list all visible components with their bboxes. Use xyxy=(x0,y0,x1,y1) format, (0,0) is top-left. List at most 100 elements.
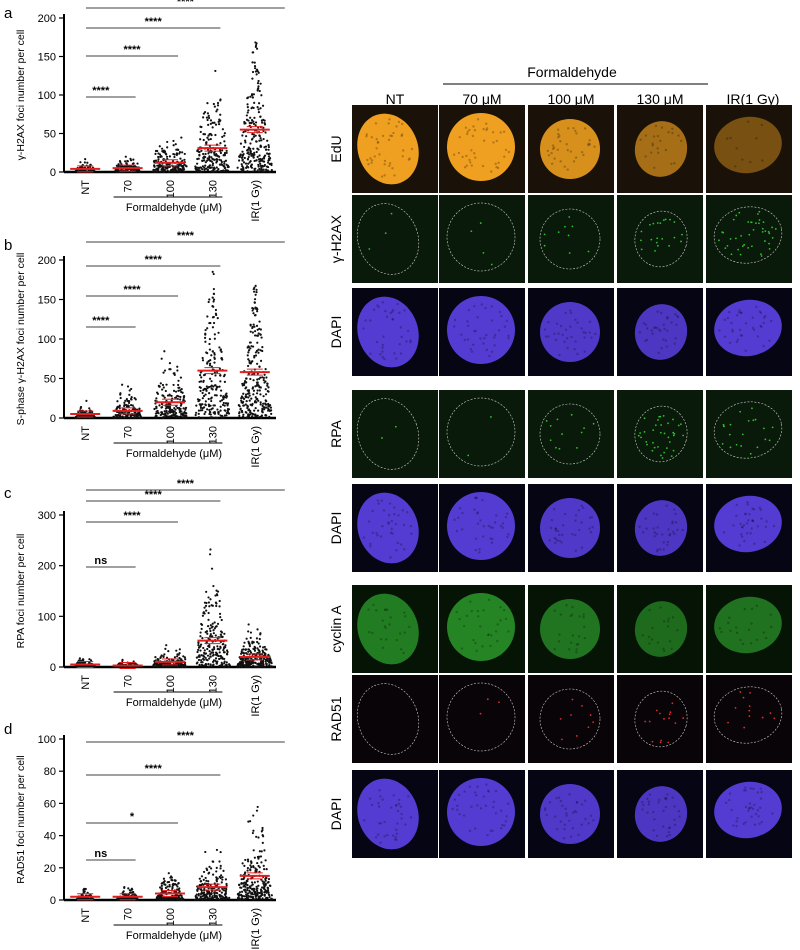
texture-speck xyxy=(659,329,662,333)
texture-speck xyxy=(474,537,478,540)
data-point xyxy=(202,379,205,382)
focus xyxy=(667,436,670,439)
data-point xyxy=(250,93,254,96)
texture-speck xyxy=(453,518,456,522)
texture-speck xyxy=(556,529,560,533)
data-point xyxy=(267,409,270,412)
significance-label: **** xyxy=(123,510,141,522)
data-point xyxy=(215,161,218,164)
data-point xyxy=(208,644,211,647)
data-point xyxy=(219,394,222,397)
focus xyxy=(663,717,665,720)
data-point xyxy=(165,644,168,647)
data-point xyxy=(170,399,173,402)
data-point xyxy=(208,348,212,351)
x-tick-label: 130 xyxy=(207,426,219,444)
data-point xyxy=(205,351,208,354)
texture-speck xyxy=(737,311,741,314)
data-point xyxy=(173,890,176,893)
texture-speck xyxy=(574,129,577,133)
data-point xyxy=(246,346,249,349)
data-point xyxy=(157,152,160,155)
texture-speck xyxy=(762,631,766,634)
data-point xyxy=(184,408,187,411)
data-point xyxy=(246,886,250,890)
texture-speck xyxy=(486,833,489,837)
data-point xyxy=(181,665,184,668)
nucleus-outline xyxy=(634,690,688,748)
data-point xyxy=(262,160,265,163)
data-point xyxy=(203,387,206,390)
data-point xyxy=(93,665,96,669)
data-point xyxy=(241,401,244,404)
data-point xyxy=(209,385,212,388)
data-point xyxy=(250,866,253,869)
texture-speck xyxy=(362,819,366,822)
texture-speck xyxy=(369,542,372,546)
data-point xyxy=(211,121,215,124)
data-point xyxy=(246,364,250,368)
data-point xyxy=(156,149,159,153)
texture-speck xyxy=(404,823,407,826)
data-point xyxy=(243,889,246,892)
texture-speck xyxy=(507,337,510,340)
data-point xyxy=(266,660,270,663)
data-point xyxy=(245,880,248,883)
data-point xyxy=(216,408,219,411)
texture-speck xyxy=(468,128,471,132)
texture-speck xyxy=(465,154,468,158)
texture-speck xyxy=(395,638,399,642)
data-point xyxy=(216,897,219,900)
texture-speck xyxy=(496,623,499,626)
data-point xyxy=(207,601,211,604)
data-point xyxy=(251,402,254,406)
data-point xyxy=(254,334,257,337)
data-point xyxy=(220,159,223,162)
data-point xyxy=(243,145,246,149)
tile-background xyxy=(352,195,438,283)
texture-speck xyxy=(582,615,585,619)
data-point xyxy=(241,168,245,171)
texture-speck xyxy=(456,804,459,808)
texture-speck xyxy=(658,548,662,551)
micrograph-row: cyclin A xyxy=(328,585,792,673)
texture-speck xyxy=(362,327,365,330)
micrograph-row: γ-H2AX xyxy=(328,195,792,283)
texture-speck xyxy=(470,149,473,152)
data-point xyxy=(155,405,158,408)
data-point xyxy=(175,153,178,156)
focus xyxy=(655,709,658,712)
data-point xyxy=(255,381,259,384)
texture-speck xyxy=(388,162,392,165)
texture-speck xyxy=(745,522,749,525)
data-point xyxy=(208,553,212,556)
texture-speck xyxy=(588,320,592,324)
data-point xyxy=(263,381,266,384)
data-point xyxy=(196,661,199,664)
texture-speck xyxy=(668,833,671,837)
data-point xyxy=(258,154,261,157)
focus xyxy=(740,445,743,447)
data-point xyxy=(245,893,248,896)
texture-speck xyxy=(391,309,395,312)
data-point xyxy=(86,161,89,164)
data-point xyxy=(262,157,265,160)
data-point xyxy=(194,898,197,902)
y-tick-label: 20 xyxy=(44,863,56,875)
data-point xyxy=(204,340,207,343)
data-point xyxy=(115,406,119,410)
texture-speck xyxy=(460,333,463,336)
data-point xyxy=(255,392,259,395)
data-point xyxy=(261,833,264,837)
data-point xyxy=(256,861,259,865)
data-point xyxy=(248,161,251,164)
data-point xyxy=(256,82,260,85)
texture-speck xyxy=(738,309,741,312)
texture-speck xyxy=(743,539,746,543)
texture-speck xyxy=(749,642,753,645)
data-point xyxy=(239,657,242,660)
texture-speck xyxy=(580,546,584,549)
data-point xyxy=(159,170,162,173)
data-point xyxy=(247,408,251,411)
